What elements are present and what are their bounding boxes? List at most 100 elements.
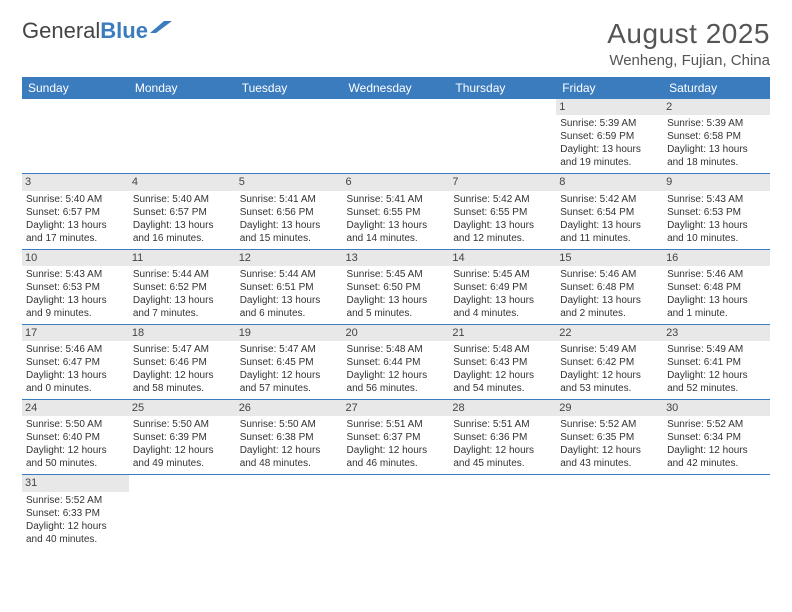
cell-text: and 6 minutes. [240,307,339,320]
cell-text: Sunrise: 5:48 AM [347,343,446,356]
calendar-cell [343,475,450,550]
cell-text: Sunrise: 5:42 AM [560,193,659,206]
cell-text: Daylight: 13 hours [560,294,659,307]
day-number: 26 [236,400,343,416]
cell-text: Sunrise: 5:39 AM [667,117,766,130]
day-header-row: Sunday Monday Tuesday Wednesday Thursday… [22,77,770,99]
day-number: 7 [449,174,556,190]
cell-text: and 57 minutes. [240,382,339,395]
calendar-cell: 27Sunrise: 5:51 AMSunset: 6:37 PMDayligh… [343,400,450,475]
cell-text: and 48 minutes. [240,457,339,470]
cell-text: Sunset: 6:43 PM [453,356,552,369]
cell-text: and 10 minutes. [667,232,766,245]
cell-text: Sunset: 6:41 PM [667,356,766,369]
cell-text: Daylight: 12 hours [26,444,125,457]
cell-text: and 18 minutes. [667,156,766,169]
cell-text: Sunset: 6:34 PM [667,431,766,444]
cell-text: and 9 minutes. [26,307,125,320]
day-number: 15 [556,250,663,266]
cell-text: Daylight: 12 hours [26,520,125,533]
cell-text: and 12 minutes. [453,232,552,245]
cell-text: Sunset: 6:57 PM [26,206,125,219]
cell-text: Daylight: 12 hours [453,369,552,382]
cell-text: Sunset: 6:38 PM [240,431,339,444]
cell-text: Sunrise: 5:44 AM [240,268,339,281]
calendar-cell: 19Sunrise: 5:47 AMSunset: 6:45 PMDayligh… [236,324,343,399]
cell-text: Daylight: 13 hours [133,219,232,232]
cell-text: and 0 minutes. [26,382,125,395]
calendar-row: 31 Sunrise: 5:52 AMSunset: 6:33 PMDayligh… [22,475,770,550]
calendar-row: 1Sunrise: 5:39 AMSunset: 6:59 PMDaylight… [22,99,770,174]
cell-text: Sunrise: 5:43 AM [26,268,125,281]
cell-text: and 40 minutes. [26,533,125,546]
day-number: 29 [556,400,663,416]
day-number: 23 [663,325,770,341]
calendar-cell [449,99,556,174]
cell-text: Sunset: 6:48 PM [667,281,766,294]
col-saturday: Saturday [663,77,770,99]
cell-text: Daylight: 13 hours [667,143,766,156]
day-number: 12 [236,250,343,266]
calendar-cell [22,99,129,174]
cell-text: Sunset: 6:40 PM [26,431,125,444]
day-number: 28 [449,400,556,416]
cell-text: and 19 minutes. [560,156,659,169]
cell-text: Sunset: 6:36 PM [453,431,552,444]
cell-text: Sunrise: 5:39 AM [560,117,659,130]
cell-text: Sunset: 6:37 PM [347,431,446,444]
cell-text: and 4 minutes. [453,307,552,320]
cell-text: Sunset: 6:33 PM [26,507,125,520]
cell-text: Sunset: 6:57 PM [133,206,232,219]
cell-text: Sunrise: 5:50 AM [133,418,232,431]
cell-text: and 16 minutes. [133,232,232,245]
cell-text: Sunrise: 5:51 AM [453,418,552,431]
cell-text: and 5 minutes. [347,307,446,320]
cell-text: Sunrise: 5:47 AM [133,343,232,356]
day-number: 5 [236,174,343,190]
cell-text: Daylight: 13 hours [347,219,446,232]
cell-text: and 15 minutes. [240,232,339,245]
cell-text: Daylight: 12 hours [667,369,766,382]
cell-text: and 53 minutes. [560,382,659,395]
day-number: 22 [556,325,663,341]
cell-text: and 49 minutes. [133,457,232,470]
calendar-cell [556,475,663,550]
cell-text: Sunset: 6:39 PM [133,431,232,444]
calendar-row: 17Sunrise: 5:46 AMSunset: 6:47 PMDayligh… [22,324,770,399]
title-block: August 2025 Wenheng, Fujian, China [607,18,770,69]
calendar-row: 3Sunrise: 5:40 AMSunset: 6:57 PMDaylight… [22,174,770,249]
calendar-cell: 20Sunrise: 5:48 AMSunset: 6:44 PMDayligh… [343,324,450,399]
cell-text: Sunrise: 5:48 AM [453,343,552,356]
cell-text: Daylight: 12 hours [133,369,232,382]
logo-text-2: Blue [100,18,148,44]
cell-text: Daylight: 12 hours [347,444,446,457]
calendar-cell: 26Sunrise: 5:50 AMSunset: 6:38 PMDayligh… [236,400,343,475]
day-number: 4 [129,174,236,190]
cell-text: Daylight: 12 hours [240,444,339,457]
calendar-cell: 12Sunrise: 5:44 AMSunset: 6:51 PMDayligh… [236,249,343,324]
cell-text: and 58 minutes. [133,382,232,395]
cell-text: Sunrise: 5:52 AM [26,494,125,507]
calendar-cell: 25Sunrise: 5:50 AMSunset: 6:39 PMDayligh… [129,400,236,475]
calendar-row: 10Sunrise: 5:43 AMSunset: 6:53 PMDayligh… [22,249,770,324]
col-wednesday: Wednesday [343,77,450,99]
cell-text: Daylight: 12 hours [133,444,232,457]
day-number: 24 [22,400,129,416]
calendar-cell [449,475,556,550]
cell-text: Daylight: 12 hours [560,444,659,457]
day-number: 31 [22,475,129,491]
calendar-cell [236,475,343,550]
day-number: 17 [22,325,129,341]
calendar-cell: 29Sunrise: 5:52 AMSunset: 6:35 PMDayligh… [556,400,663,475]
day-number: 16 [663,250,770,266]
cell-text: and 46 minutes. [347,457,446,470]
cell-text: Daylight: 13 hours [26,294,125,307]
cell-text: and 43 minutes. [560,457,659,470]
cell-text: Daylight: 13 hours [560,143,659,156]
cell-text: Daylight: 12 hours [453,444,552,457]
calendar-cell: 5Sunrise: 5:41 AMSunset: 6:56 PMDaylight… [236,174,343,249]
cell-text: Sunset: 6:42 PM [560,356,659,369]
calendar-cell: 7Sunrise: 5:42 AMSunset: 6:55 PMDaylight… [449,174,556,249]
cell-text: Sunset: 6:49 PM [453,281,552,294]
cell-text: Sunrise: 5:52 AM [667,418,766,431]
